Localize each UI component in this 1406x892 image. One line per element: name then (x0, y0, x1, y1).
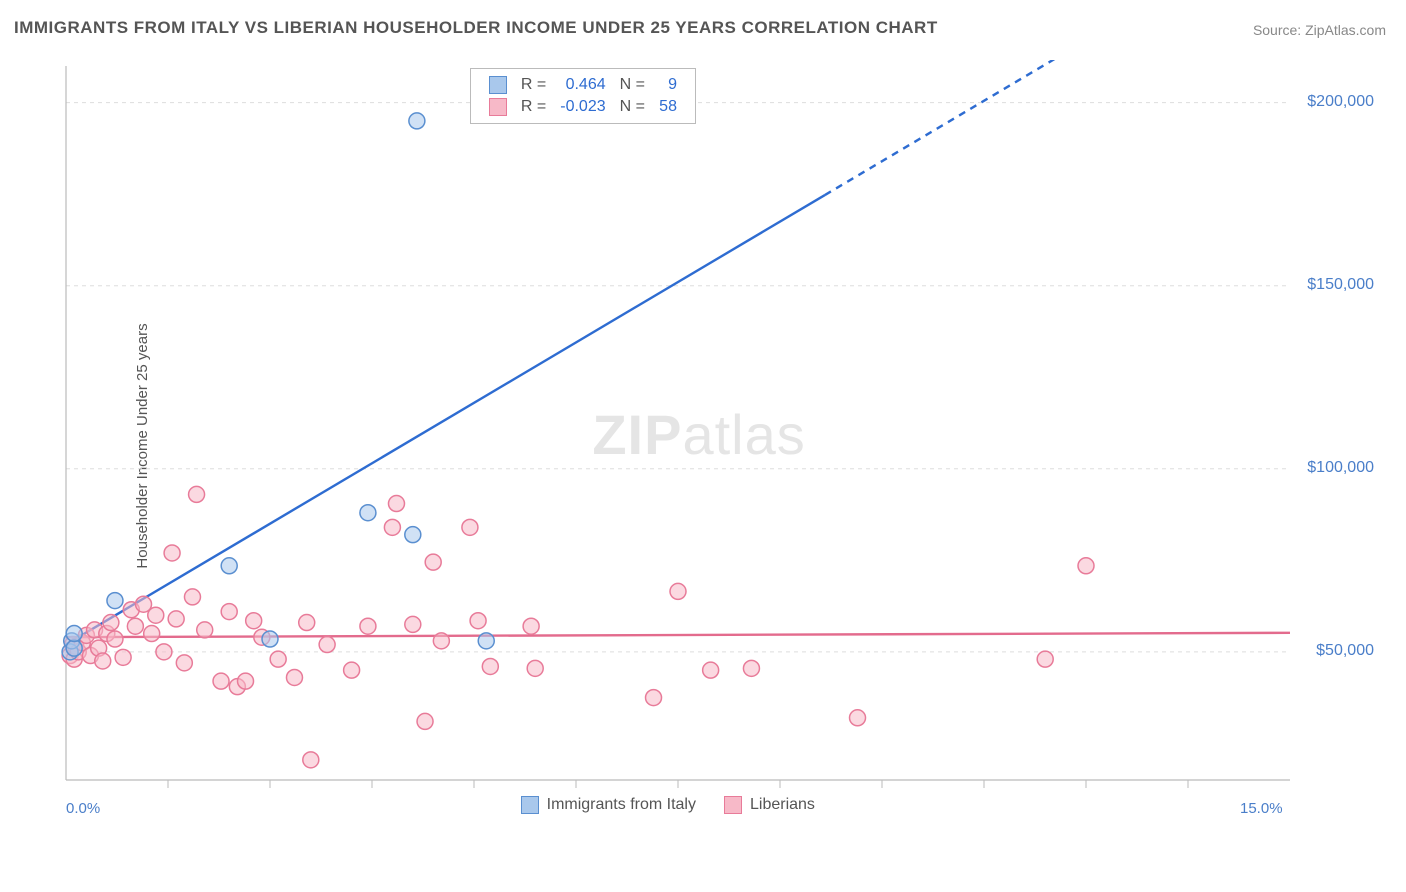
y-tick-label: $200,000 (1307, 93, 1374, 111)
legend-swatch (724, 796, 742, 814)
source-value: ZipAtlas.com (1305, 22, 1386, 38)
series-legend: Immigrants from Italy Liberians (507, 796, 829, 819)
y-tick-label: $50,000 (1316, 642, 1374, 660)
legend-table: R = 0.464 N = 9 R = -0.023 N = 58 (481, 73, 685, 119)
y-tick-label: $150,000 (1307, 276, 1374, 294)
scatter-plot (60, 60, 1380, 830)
legend-item-liberians: Liberians (724, 796, 815, 814)
legend-swatch (521, 796, 539, 814)
correlation-legend: R = 0.464 N = 9 R = -0.023 N = 58 (470, 68, 696, 124)
x-tick-label: 0.0% (66, 800, 100, 817)
chart-title: IMMIGRANTS FROM ITALY VS LIBERIAN HOUSEH… (14, 18, 938, 38)
legend-label: Immigrants from Italy (547, 796, 696, 814)
source-label: Source: ZipAtlas.com (1253, 22, 1386, 38)
legend-item-italy: Immigrants from Italy (521, 796, 696, 814)
x-tick-label: 15.0% (1240, 800, 1283, 817)
y-tick-label: $100,000 (1307, 459, 1374, 477)
source-prefix: Source: (1253, 22, 1305, 38)
legend-label: Liberians (750, 796, 815, 814)
chart-area: ZIPatlas R = 0.464 N = 9 R = -0.023 N = … (60, 60, 1380, 830)
